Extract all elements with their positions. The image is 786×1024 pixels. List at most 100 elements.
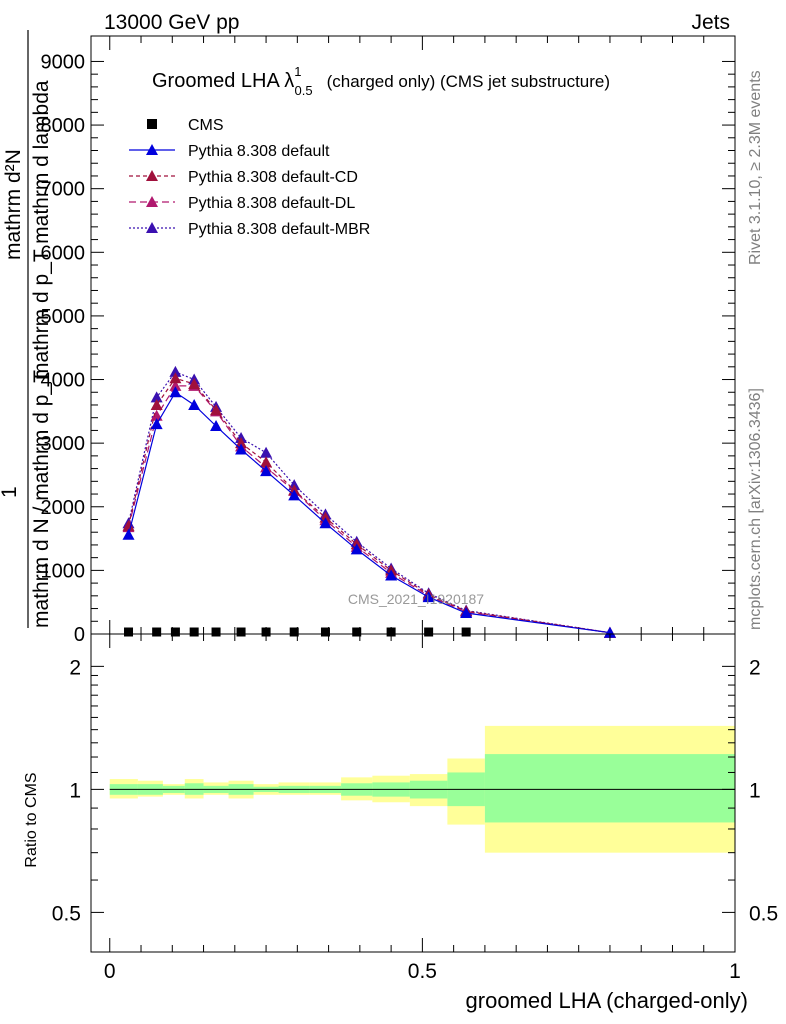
series-point (260, 465, 273, 477)
legend-entry: Pythia 8.308 default-MBR (129, 221, 370, 238)
series-point (169, 379, 182, 391)
series-point (385, 569, 398, 581)
series-line (127, 385, 611, 634)
ytick-label: 7000 (41, 179, 86, 201)
series-point (122, 528, 135, 540)
legend-label: Pythia 8.308 default-CD (188, 169, 358, 186)
series-point (150, 398, 163, 410)
cms-point (261, 627, 271, 637)
ratio-ytick-label-right: 1 (749, 779, 761, 802)
cms-point (352, 627, 362, 637)
ylabel-line-3: 1 (0, 486, 21, 498)
series-point (122, 519, 135, 531)
ytick-label: 0 (74, 624, 85, 646)
rivet-label: Rivet 3.1.10, ≥ 2.3M events (747, 70, 764, 265)
main-ylabel: mathrm d²N mathrm d p_T mathrm d lambda … (0, 30, 53, 628)
legend-entry: Pythia 8.308 default-DL (129, 195, 355, 212)
cms-point (189, 627, 199, 637)
plot-title-sup: 1 (294, 64, 301, 79)
plot-title-rest: (charged only) (CMS jet substructure) (327, 72, 610, 91)
plot-title-sub: 0.5 (295, 83, 313, 98)
series-point (603, 626, 616, 638)
ratio-plot-axes: 0.5 0.5 1 1 2 2 0 0.5 1 (52, 634, 778, 983)
series-1 (122, 386, 616, 638)
band-inner (484, 754, 735, 823)
legend-marker (146, 170, 158, 181)
cms-point (289, 627, 299, 637)
ratio-ytick-label-right: 2 (749, 656, 761, 679)
series-point (150, 391, 163, 403)
series-point (350, 543, 363, 555)
series-point (422, 591, 435, 603)
legend-label: CMS (188, 117, 224, 134)
ytick-label: 1000 (41, 560, 86, 582)
series-point (169, 365, 182, 377)
xlabel: groomed LHA (charged-only) (466, 988, 748, 1013)
series-point (288, 489, 301, 501)
legend-entry: Pythia 8.308 default (129, 143, 330, 160)
ytick-label: 3000 (41, 433, 86, 455)
series-point (188, 377, 201, 389)
cms-point (236, 627, 246, 637)
legend-marker (147, 119, 157, 129)
legend: CMS Pythia 8.308 default Pythia 8.308 defa… (129, 117, 370, 238)
series-point (150, 418, 163, 430)
ratio-ytick-label: 0.5 (52, 902, 81, 925)
series-point (169, 372, 182, 384)
cms-point (152, 627, 162, 637)
ylabel-line-2: mathrm d p_T mathrm d lambda (30, 80, 53, 380)
series-point (319, 517, 332, 529)
ylabel-line-4: mathrm d N / mathrm d p_T (30, 370, 53, 628)
series-point (235, 443, 248, 455)
xtick-label: 0.5 (408, 960, 437, 983)
series-point (169, 386, 182, 398)
legend-entry: Pythia 8.308 default-CD (129, 169, 358, 186)
legend-label: Pythia 8.308 default (188, 143, 330, 160)
ratio-plot-frame (90, 633, 736, 953)
ratio-ytick-label-right: 0.5 (749, 902, 778, 925)
series-line (127, 377, 611, 634)
cms-point (386, 627, 396, 637)
legend-label: Pythia 8.308 default-DL (188, 195, 355, 212)
cms-point (170, 627, 180, 637)
cms-point (320, 627, 330, 637)
ratio-ytick-label: 2 (69, 656, 81, 679)
series-point (210, 419, 223, 431)
ratio-ytick-label: 1 (69, 779, 81, 802)
series-point (235, 437, 248, 449)
series-point (210, 404, 223, 416)
main-plot-axes: 0 1000 2000 3000 4000 5000 6000 7000 8000 9000 (41, 36, 736, 646)
series-point (460, 607, 473, 619)
ratio-ylabel: Ratio to CMS (23, 772, 40, 867)
ytick-label: 9000 (41, 51, 86, 73)
legend-entry: CMS (147, 117, 224, 134)
legend-marker (146, 196, 158, 207)
ytick-label: 8000 (41, 115, 86, 137)
cms-point (461, 627, 471, 637)
xtick-label: 0 (104, 960, 116, 983)
legend-label: Pythia 8.308 default-MBR (188, 221, 370, 238)
series-point (260, 446, 273, 458)
header-left: 13000 GeV pp (104, 11, 239, 34)
header-right: Jets (691, 11, 730, 34)
xtick-label: 1 (729, 960, 741, 983)
series-cms (124, 627, 471, 637)
ylabel-line-1: mathrm d²N (2, 149, 25, 260)
ytick-label: 2000 (41, 497, 86, 519)
legend-marker (146, 222, 158, 233)
ytick-label: 4000 (41, 370, 86, 392)
cms-point (424, 627, 434, 637)
ytick-label: 6000 (41, 242, 86, 264)
plot-title: Groomed LHA λ1 0.5 (charged only) (CMS jet… (152, 64, 610, 98)
cms-point (124, 627, 134, 637)
ytick-label: 5000 (41, 306, 86, 328)
cms-point (211, 627, 221, 637)
plot-title-main: Groomed LHA λ (152, 70, 294, 92)
analysis-watermark: CMS_2021_I1920187 (348, 591, 484, 607)
mcplots-label: mcplots.cern.ch [arXiv:1306.3436] (747, 388, 764, 630)
series-point (188, 398, 201, 410)
series-point (260, 456, 273, 468)
legend-marker (146, 144, 158, 155)
main-plot-series (122, 365, 616, 638)
